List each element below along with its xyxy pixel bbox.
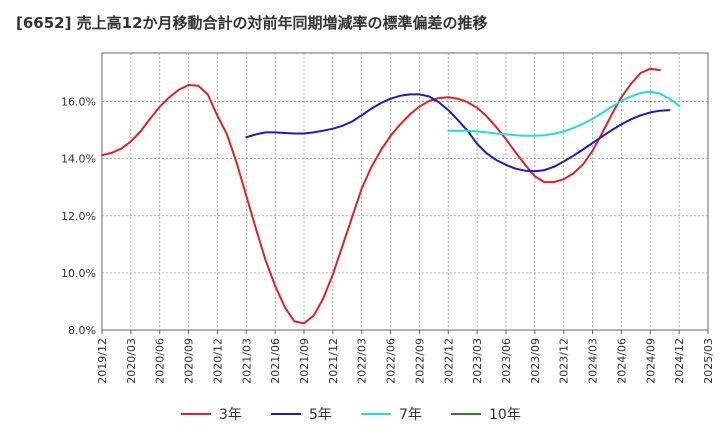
x-tick-label: 2021/06 <box>269 338 282 384</box>
series-line-7年 <box>447 90 681 137</box>
x-tick-label: 2023/03 <box>471 338 484 384</box>
y-axis-ticks: 8.0% 10.0% 12.0% 14.0% 16.0% <box>61 96 96 337</box>
x-tick-label: 2023/09 <box>529 338 542 384</box>
x-axis-ticks: 2019/12 2020/03 2020/06 2020/09 2020/12 2021/… <box>96 330 715 384</box>
legend-label: 10年 <box>489 407 521 423</box>
x-tick-label: 2020/09 <box>183 338 196 384</box>
x-tick-label: 2019/12 <box>96 338 109 384</box>
series-line-3年 <box>101 67 661 325</box>
x-tick-label: 2024/03 <box>587 338 600 384</box>
y-tick-label: 10.0% <box>61 267 96 280</box>
x-tick-label: 2024/06 <box>615 338 628 384</box>
chart-title: [6652] 売上高12か月移動合計の対前年同期増減率の標準偏差の推移 <box>16 14 488 32</box>
series-layer <box>101 67 681 325</box>
x-tick-label: 2020/06 <box>154 338 167 384</box>
x-tick-label: 2024/09 <box>644 338 657 384</box>
x-tick-label: 2022/12 <box>442 338 455 384</box>
legend: 3年 5年 7年 10年 <box>181 407 521 423</box>
x-tick-label: 2020/12 <box>211 338 224 384</box>
x-tick-label: 2022/06 <box>385 338 398 384</box>
legend-label: 5年 <box>309 407 332 423</box>
x-tick-label: 2021/09 <box>298 338 311 384</box>
y-tick-label: 14.0% <box>61 153 96 166</box>
plot-area <box>101 52 709 331</box>
x-tick-label: 2022/03 <box>356 338 369 384</box>
x-tick-label: 2020/03 <box>125 338 138 384</box>
legend-label: 7年 <box>399 407 422 423</box>
y-tick-label: 8.0% <box>68 324 96 337</box>
x-tick-label: 2022/09 <box>413 338 426 384</box>
x-tick-label: 2024/12 <box>673 338 686 384</box>
x-tick-label: 2025/03 <box>702 338 715 384</box>
grid-layer <box>102 53 708 330</box>
legend-label: 3年 <box>219 407 242 423</box>
x-tick-label: 2023/12 <box>558 338 571 384</box>
x-tick-label: 2021/12 <box>327 338 340 384</box>
x-tick-label: 2023/06 <box>500 338 513 384</box>
series-line-5年 <box>245 93 671 173</box>
x-tick-label: 2021/03 <box>240 338 253 384</box>
y-tick-label: 12.0% <box>61 210 96 223</box>
y-tick-label: 16.0% <box>61 96 96 109</box>
